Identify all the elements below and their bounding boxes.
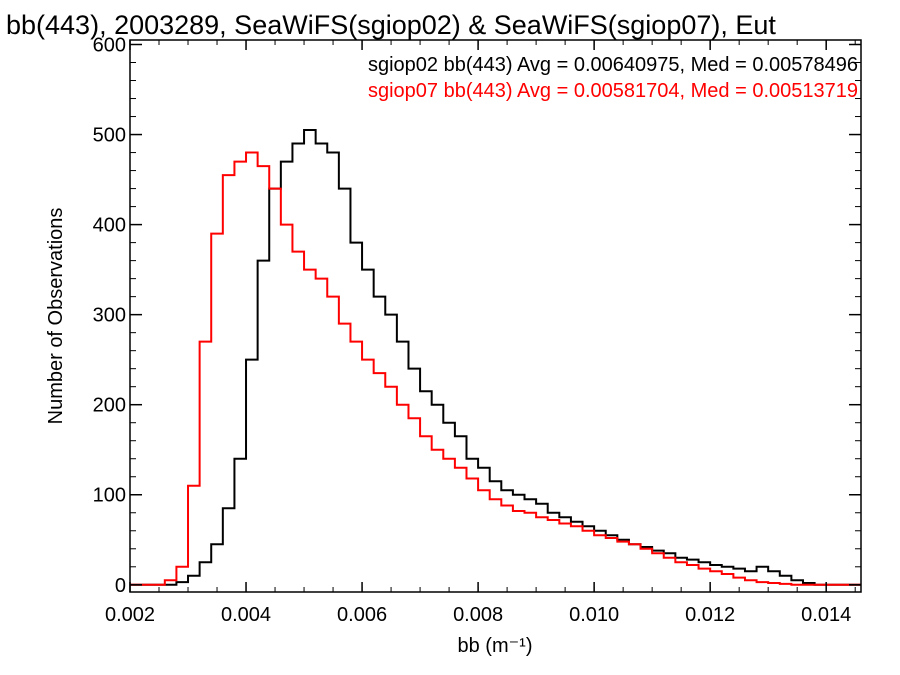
x-axis-label: bb (m⁻¹): [458, 635, 533, 657]
x-tick-label: 0.006: [337, 604, 387, 626]
x-tick-label: 0.010: [569, 604, 619, 626]
y-tick-label: 200: [93, 395, 126, 417]
y-axis: 0 100 200 300 400 500 600: [93, 35, 861, 597]
series-line-sgiop02: [130, 129, 861, 586]
chart-title: bb(443), 2003289, SeaWiFS(sgiop02) & Sea…: [6, 10, 776, 40]
series-line-sgiop07: [130, 151, 861, 586]
y-tick-label: 600: [93, 35, 126, 57]
legend-entry-sgiop07: sgiop07 bb(443) Avg = 0.00581704, Med = …: [368, 80, 858, 102]
series-layer: [130, 129, 861, 586]
x-tick-label: 0.012: [685, 604, 735, 626]
y-tick-label: 500: [93, 125, 126, 147]
legend-entry-sgiop02: sgiop02 bb(443) Avg = 0.00640975, Med = …: [368, 54, 858, 76]
y-tick-label: 300: [93, 305, 126, 327]
x-axis: 0.002 0.004 0.006 0.008 0.010 0.012 0.014: [105, 40, 856, 626]
x-tick-label: 0.002: [105, 604, 155, 626]
x-tick-label: 0.004: [221, 604, 271, 626]
y-tick-label: 400: [93, 215, 126, 237]
y-tick-label: 100: [93, 485, 126, 507]
x-tick-label: 0.008: [453, 604, 503, 626]
x-tick-label: 0.014: [801, 604, 851, 626]
y-tick-label: 0: [115, 575, 126, 597]
y-axis-label: Number of Observations: [45, 208, 67, 425]
plot-frame: [129, 39, 862, 593]
